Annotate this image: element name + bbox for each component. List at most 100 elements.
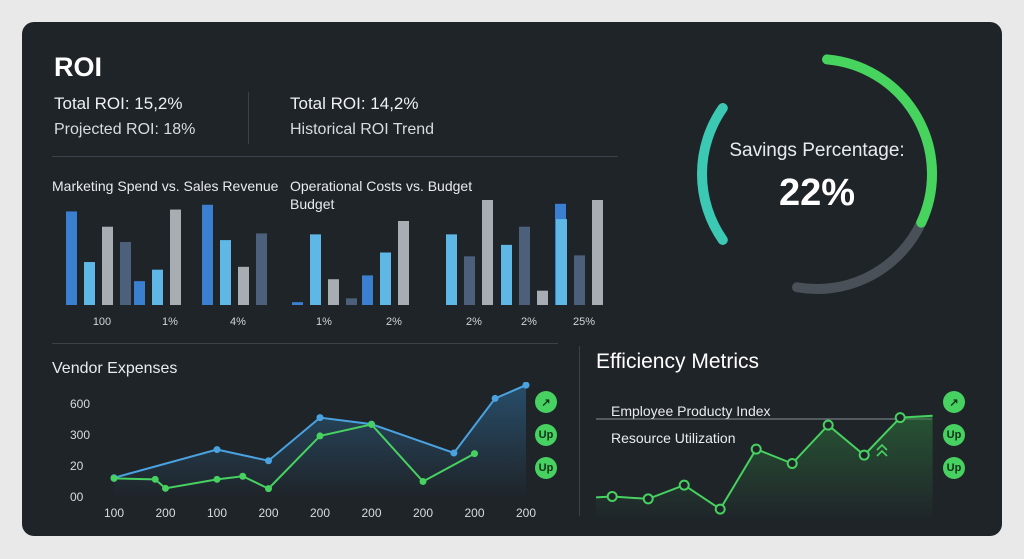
bar [446, 234, 457, 305]
data-point [522, 382, 530, 389]
bar [537, 290, 548, 305]
bar [134, 281, 145, 305]
x-tick-label: 200 [516, 506, 536, 520]
bar [519, 226, 530, 305]
data-point [316, 414, 324, 422]
data-point [151, 475, 159, 483]
data-point [822, 419, 834, 431]
data-point [110, 474, 118, 482]
x-tick-label: 100 [104, 506, 124, 520]
data-point [419, 478, 427, 485]
data-point [786, 458, 798, 469]
up-badge: Up [943, 457, 965, 479]
tick-label: 4% [230, 316, 246, 328]
gauge-arc-green [822, 54, 937, 228]
tick-label: 100 [93, 316, 111, 328]
up-badge: Up [535, 424, 557, 446]
data-point [368, 420, 375, 428]
y-tick-label: 00 [70, 490, 84, 504]
data-point [606, 491, 618, 502]
data-point [265, 485, 272, 493]
gauge-arc-teal [697, 103, 728, 245]
data-point [213, 446, 221, 454]
area-fill [596, 415, 933, 518]
dashboard-card: ROI Total ROI: 15,2% Projected ROI: 18% … [22, 22, 1002, 536]
vendor-expenses-chart: 600 300 20 00 100 200 100 200 200 200 200 200 200 [70, 382, 536, 520]
data-point [894, 412, 906, 424]
data-point [714, 503, 726, 515]
bar [362, 275, 373, 305]
chevron-up-icon [876, 443, 888, 457]
bar [310, 234, 321, 305]
tick-label: 2% [466, 316, 482, 328]
bottom-divider [579, 346, 580, 516]
data-point [750, 443, 762, 455]
bar [398, 221, 409, 305]
resource-utilization-label: Resource Utilization [611, 430, 736, 446]
bar [346, 298, 357, 305]
data-point [858, 449, 870, 461]
total-roi-right: Total ROI: 14,2% [290, 94, 419, 113]
x-tick-label: 200 [361, 506, 381, 520]
bar [202, 204, 213, 305]
bar [84, 262, 95, 305]
bar [256, 233, 267, 305]
data-point [450, 449, 458, 457]
bar [574, 255, 585, 305]
data-point [162, 484, 169, 492]
x-tick-label: 200 [155, 506, 175, 520]
bar [464, 256, 475, 305]
series-line [113, 384, 527, 479]
area-fill [114, 385, 526, 497]
data-point [678, 479, 690, 491]
marketing-chart-title: Marketing Spend vs. Sales Revenue [52, 178, 279, 194]
data-point [642, 493, 654, 505]
data-point [471, 450, 478, 458]
data-point [239, 472, 247, 480]
efficiency-chart-title: Efficiency Metrics [596, 350, 759, 373]
projected-roi: Projected ROI: 18% [54, 121, 196, 138]
up-badge: Up [943, 424, 965, 446]
header-divider [248, 92, 249, 144]
efficiency-metrics-chart [596, 412, 933, 518]
x-tick-label: 200 [258, 506, 278, 520]
bar [120, 242, 131, 305]
series-line [113, 423, 475, 490]
vendor-chart-title: Vendor Expenses [52, 360, 178, 377]
total-roi-left: Total ROI: 15,2% [54, 94, 183, 113]
gauge-label: Savings Percentage: [729, 140, 905, 161]
bar [380, 252, 391, 305]
bar [66, 211, 77, 305]
y-tick-label: 600 [70, 397, 90, 411]
bar [501, 244, 512, 305]
x-tick-label: 200 [413, 506, 433, 520]
bar-charts: 100 1% 4% 1% 2% 2% 2% 25% [66, 200, 603, 328]
historical-roi-trend: Historical ROI Trend [290, 121, 435, 138]
data-point [213, 475, 221, 483]
bar [328, 279, 339, 305]
mid-rule [52, 343, 558, 344]
header-rule [52, 156, 618, 157]
savings-gauge [697, 54, 937, 294]
y-tick-label: 20 [70, 459, 84, 473]
data-point [491, 394, 499, 402]
x-tick-label: 200 [464, 506, 484, 520]
trend-arrow-icon: ↗ [943, 391, 965, 413]
bar [592, 200, 603, 305]
up-badge: Up [535, 457, 557, 479]
employee-productivity-label: Employee Producty Index [611, 403, 771, 419]
gauge-value: 22% [778, 172, 856, 214]
y-tick-label: 300 [70, 428, 90, 442]
x-tick-label: 100 [207, 506, 227, 520]
tick-label: 1% [316, 316, 332, 328]
x-tick-label: 200 [310, 506, 330, 520]
bar [482, 200, 493, 305]
trend-arrow-icon: ↗ [535, 391, 557, 413]
tick-label: 1% [162, 316, 178, 328]
bar [556, 219, 567, 305]
tick-label: 25% [573, 316, 595, 328]
page-title: ROI [54, 52, 103, 82]
bar [152, 269, 163, 305]
bar [292, 302, 303, 305]
operational-chart-subtitle: Budget [290, 196, 335, 212]
